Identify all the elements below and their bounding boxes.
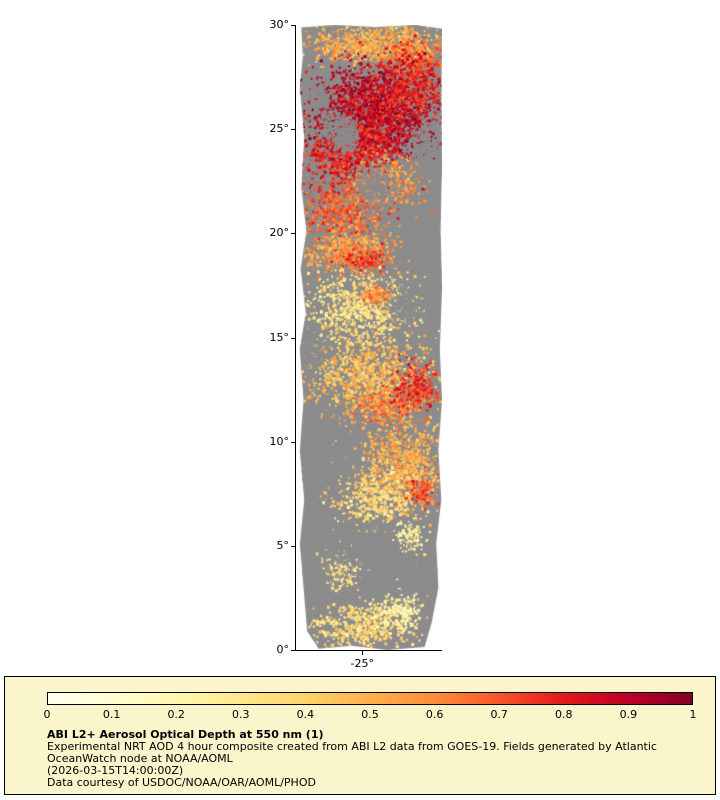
colorbar-tick-label: 0.6 (425, 708, 444, 721)
lat-tick (291, 233, 295, 235)
colorbar-tick-label: 0.7 (490, 708, 508, 721)
lat-tick (291, 441, 295, 443)
lat-tick-label: 10° (269, 434, 290, 448)
colorbar-tick-label: 0.1 (102, 708, 121, 721)
lon-tick-label: -25° (350, 657, 374, 670)
colorbar-labels: 0 0.1 0.2 0.3 0.4 0.5 0.6 0.7 0.8 0.9 1 (43, 708, 697, 722)
lat-tick-label: 15° (269, 330, 290, 344)
lat-tick-label: 5° (276, 538, 290, 552)
colorbar-tick-label: 0.9 (619, 708, 638, 721)
legend-panel: 0 0.1 0.2 0.3 0.4 0.5 0.6 0.7 0.8 0.9 1 ABI L2+ Ae… (4, 676, 716, 795)
lat-tick (291, 25, 295, 26)
colorbar-tick-label: 0.8 (555, 708, 573, 721)
lat-tick (291, 129, 295, 131)
aod-map-plot: 30° 25° 20° 15° 10° 5° 0° -25° (270, 19, 442, 670)
lat-tick-label: 30° (269, 18, 290, 31)
legend-text: ABI L2+ Aerosol Optical Depth at 550 nm … (47, 729, 657, 789)
legend-title: ABI L2+ Aerosol Optical Depth at 550 nm … (47, 728, 324, 741)
lon-tick (362, 651, 364, 655)
lat-tick-label: 0° (276, 643, 290, 656)
lat-tick (291, 545, 295, 547)
lat-tick (291, 650, 295, 651)
colorbar-tick-label: 0 (43, 708, 51, 721)
colorbar-tick-label: 0.3 (232, 708, 250, 721)
lat-tick-label: 20° (269, 226, 290, 240)
aod-colorbar (47, 692, 693, 705)
colorbar-tick-label: 0.5 (361, 708, 379, 721)
legend-line-3: (2026-03-15T14:00:00Z) (47, 764, 184, 777)
lat-tick (291, 337, 295, 339)
lat-tick-label: 25° (269, 122, 290, 136)
colorbar-tick-label: 0.4 (296, 708, 315, 721)
legend-line-2: OceanWatch node at NOAA/AOML (47, 752, 233, 765)
colorbar-tick-label: 0.2 (167, 708, 185, 721)
aod-field-canvas (297, 25, 442, 650)
latitude-axis-line (295, 25, 296, 651)
legend-line-4: Data courtesy of USDOC/NOAA/OAR/AOML/PHO… (47, 776, 316, 789)
longitude-axis-line (295, 650, 442, 651)
colorbar-tick-label: 1 (689, 708, 697, 721)
legend-line-1: Experimental NRT AOD 4 hour composite cr… (47, 740, 657, 753)
